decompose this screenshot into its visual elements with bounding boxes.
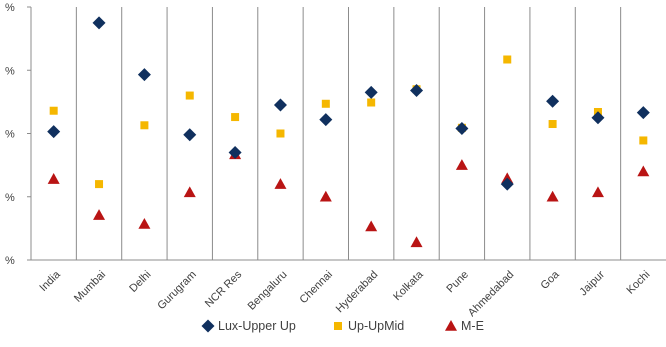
x-tick-label-delhi: Delhi xyxy=(127,269,153,295)
x-tick-label-hyderabad: Hyderabad xyxy=(334,269,381,316)
point-m-e-kolkata xyxy=(410,236,423,248)
x-tick-label-mumbai: Mumbai xyxy=(72,269,108,305)
point-m-e-hyderabad xyxy=(365,220,378,232)
y-tick-label: % xyxy=(5,255,15,267)
point-up-upmid-chennai xyxy=(321,99,330,108)
point-lux-upper-up-goa xyxy=(546,94,560,108)
legend-marker-lux-upper-up xyxy=(201,319,215,333)
point-lux-upper-up-chennai xyxy=(319,113,333,127)
point-lux-upper-up-ahmedabad xyxy=(500,177,514,191)
point-m-e-delhi xyxy=(138,217,151,229)
point-up-upmid-delhi xyxy=(140,121,149,130)
marks-layer xyxy=(47,16,650,248)
point-up-upmid-ahmedabad xyxy=(503,55,512,64)
legend-marker-up-upmid xyxy=(334,322,342,330)
x-tick-label-jaipur: Jaipur xyxy=(577,268,607,298)
point-m-e-jaipur xyxy=(591,186,604,198)
y-tick-label: % xyxy=(5,129,15,141)
point-up-upmid-kochi xyxy=(639,136,648,145)
point-up-upmid-india xyxy=(49,106,58,115)
point-lux-upper-up-bengaluru xyxy=(273,98,287,112)
legend-label-lux-upper-up: Lux-Upper Up xyxy=(218,319,296,333)
point-up-upmid-bengaluru xyxy=(276,129,285,138)
point-m-e-kochi xyxy=(637,165,650,177)
point-m-e-chennai xyxy=(319,190,332,202)
x-tick-layer: India Mumbai Delhi Gurugram NCR Res Bengaluru… xyxy=(37,268,652,319)
x-tick-label-kolkata: Kolkata xyxy=(391,268,426,303)
point-lux-upper-up-delhi xyxy=(137,68,151,82)
point-lux-upper-up-india xyxy=(47,125,61,139)
point-lux-upper-up-mumbai xyxy=(92,16,106,30)
point-up-upmid-hyderabad xyxy=(367,98,376,107)
point-m-e-bengaluru xyxy=(274,178,287,189)
x-tick-label-kochi: Kochi xyxy=(624,269,652,297)
point-up-upmid-gurugram xyxy=(185,91,194,100)
x-tick-label-ahmedabad: Ahmedabad xyxy=(466,269,516,319)
x-tick-label-pune: Pune xyxy=(444,269,471,296)
x-tick-label-chennai: Chennai xyxy=(297,269,334,306)
legend: Lux-Upper Up Up-UpMid M-E xyxy=(201,319,484,333)
point-m-e-india xyxy=(47,173,60,184)
point-up-upmid-mumbai xyxy=(95,180,104,189)
point-m-e-goa xyxy=(546,190,559,202)
grid-layer xyxy=(30,7,666,261)
y-tick-layer: %%%%% xyxy=(5,2,31,267)
legend-label-up-upmid: Up-UpMid xyxy=(348,319,404,333)
point-m-e-pune xyxy=(455,159,468,170)
point-m-e-gurugram xyxy=(183,186,196,198)
legend-label-m-e: M-E xyxy=(461,319,484,333)
y-tick-label: % xyxy=(5,65,15,77)
point-m-e-mumbai xyxy=(93,209,106,220)
point-lux-upper-up-kochi xyxy=(636,106,650,120)
x-tick-label-ncr-res: NCR Res xyxy=(203,268,245,310)
y-tick-label: % xyxy=(5,192,15,204)
point-lux-upper-up-ncr-res xyxy=(228,145,242,159)
x-tick-label-bengaluru: Bengaluru xyxy=(246,269,290,313)
x-tick-label-gurugram: Gurugram xyxy=(155,269,199,313)
y-tick-label: % xyxy=(5,2,15,14)
point-lux-upper-up-kolkata xyxy=(410,83,424,97)
point-lux-upper-up-gurugram xyxy=(183,128,197,142)
point-lux-upper-up-jaipur xyxy=(591,111,605,125)
point-lux-upper-up-hyderabad xyxy=(364,85,378,99)
point-up-upmid-ncr-res xyxy=(231,113,240,122)
point-up-upmid-goa xyxy=(548,120,557,129)
x-tick-label-goa: Goa xyxy=(539,268,563,292)
legend-marker-m-e xyxy=(445,320,457,331)
x-tick-label-india: India xyxy=(37,268,63,294)
point-lux-upper-up-pune xyxy=(455,121,469,135)
